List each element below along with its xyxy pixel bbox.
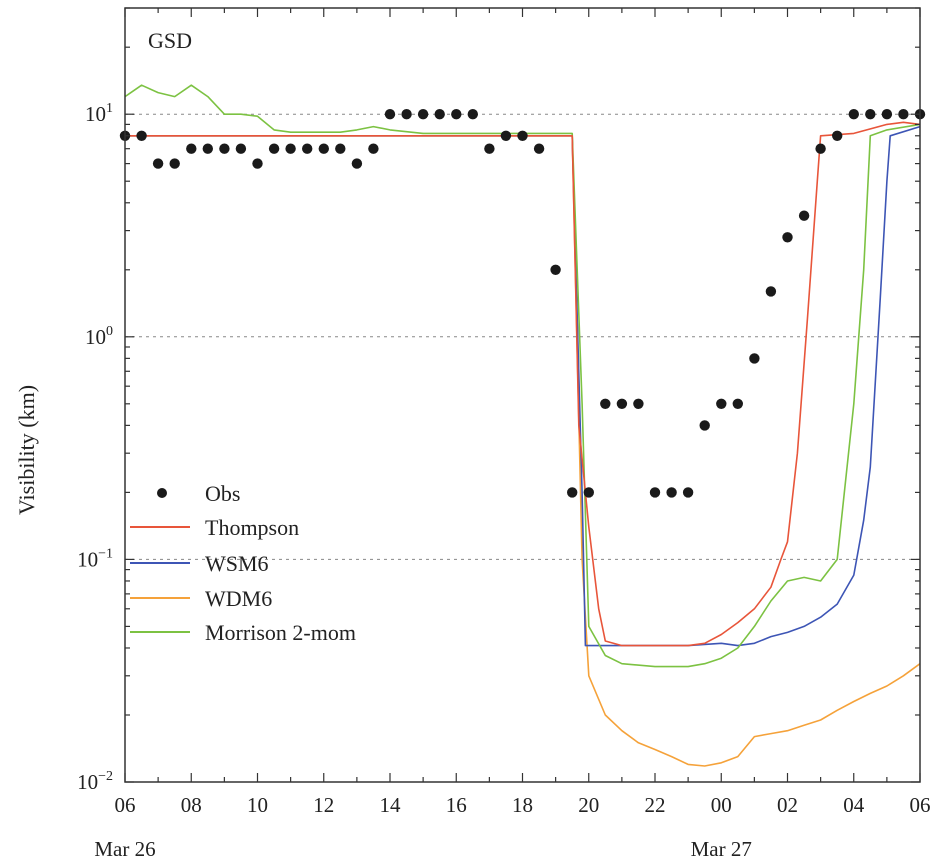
obs-point [832, 130, 843, 141]
x-tick-label: 04 [843, 793, 865, 817]
obs-point [219, 143, 230, 154]
x-tick-label: 20 [578, 793, 599, 817]
legend-wsm6-label: WSM6 [205, 551, 269, 576]
obs-point [732, 398, 743, 409]
obs-point [898, 109, 909, 120]
obs-point [368, 143, 379, 154]
obs-point [881, 109, 893, 120]
obs-point [616, 398, 628, 409]
x-date-label: Mar 27 [691, 837, 752, 861]
x-tick-label: 22 [645, 793, 666, 817]
x-tick-label: 14 [380, 793, 402, 817]
axis-tick-labels: 06 08 10 12 14 16 18 20 22 00 02 04 06 Mar 26 Mar 27 10… [77, 101, 930, 861]
legend: Obs Thompson WSM6 WDM6 Morrison 2-mom [130, 481, 356, 645]
obs-point [252, 158, 263, 169]
obs-point [417, 109, 429, 120]
y-axis-label: Visibility (km) [14, 385, 39, 515]
obs-point [302, 143, 313, 154]
x-tick-label: 18 [512, 793, 533, 817]
obs-point [633, 398, 644, 409]
obs-point [749, 353, 760, 364]
obs-point [169, 158, 180, 169]
obs-point [268, 143, 280, 154]
grid-lines [125, 113, 920, 560]
legend-thompson-label: Thompson [205, 515, 299, 540]
obs-point [716, 398, 727, 409]
obs-point [401, 109, 412, 120]
obs-point [649, 487, 661, 498]
obs-point [583, 487, 594, 498]
obs-point [186, 143, 197, 154]
series-lines [124, 84, 921, 767]
obs-point [202, 143, 213, 154]
y-tick-label: 100 [85, 324, 113, 349]
series-line-morrison [124, 84, 921, 668]
plot-frame [124, 7, 921, 783]
obs-point [865, 109, 876, 120]
series-line-wsm6 [125, 125, 921, 647]
panel-label: GSD [148, 28, 192, 53]
obs-point [848, 109, 859, 120]
obs-point [318, 143, 329, 154]
series-line-wdm6 [125, 135, 921, 767]
obs-point [136, 130, 147, 141]
x-tick-label: 06 [910, 793, 931, 817]
legend-morrison-label: Morrison 2-mom [205, 620, 356, 645]
x-tick-label: 16 [446, 793, 467, 817]
obs-point [451, 109, 462, 120]
y-tick-label: 10−1 [77, 546, 113, 571]
obs-point [152, 158, 164, 169]
obs-point [434, 109, 445, 120]
obs-point [285, 143, 296, 154]
x-date-label: Mar 26 [94, 837, 155, 861]
obs-point [798, 210, 810, 221]
obs-point [567, 487, 578, 498]
obs-points [119, 109, 926, 498]
obs-point [235, 143, 247, 154]
x-tick-label: 10 [247, 793, 268, 817]
axis-ticks [124, 7, 921, 783]
obs-point [782, 232, 793, 243]
legend-wdm6-label: WDM6 [205, 586, 272, 611]
x-tick-label: 06 [115, 793, 136, 817]
obs-point [484, 143, 495, 154]
obs-point [500, 130, 512, 141]
y-tick-label: 101 [85, 101, 113, 126]
legend-obs-marker [157, 488, 167, 498]
series-line-thompson [125, 121, 921, 647]
obs-point [335, 143, 346, 154]
obs-point [666, 487, 677, 498]
obs-point [517, 130, 528, 141]
obs-point [765, 286, 777, 297]
obs-point [699, 420, 710, 431]
obs-point [351, 158, 363, 169]
obs-point [384, 109, 396, 120]
obs-point [467, 109, 478, 120]
obs-point [815, 143, 826, 154]
obs-point [682, 487, 694, 498]
obs-point [550, 264, 561, 275]
legend-obs-label: Obs [205, 481, 240, 506]
x-tick-label: 02 [777, 793, 798, 817]
x-tick-label: 12 [313, 793, 334, 817]
obs-point [533, 143, 545, 154]
x-tick-label: 08 [181, 793, 202, 817]
obs-point [600, 398, 611, 409]
y-tick-label: 10−2 [77, 769, 113, 794]
x-tick-label: 00 [711, 793, 732, 817]
